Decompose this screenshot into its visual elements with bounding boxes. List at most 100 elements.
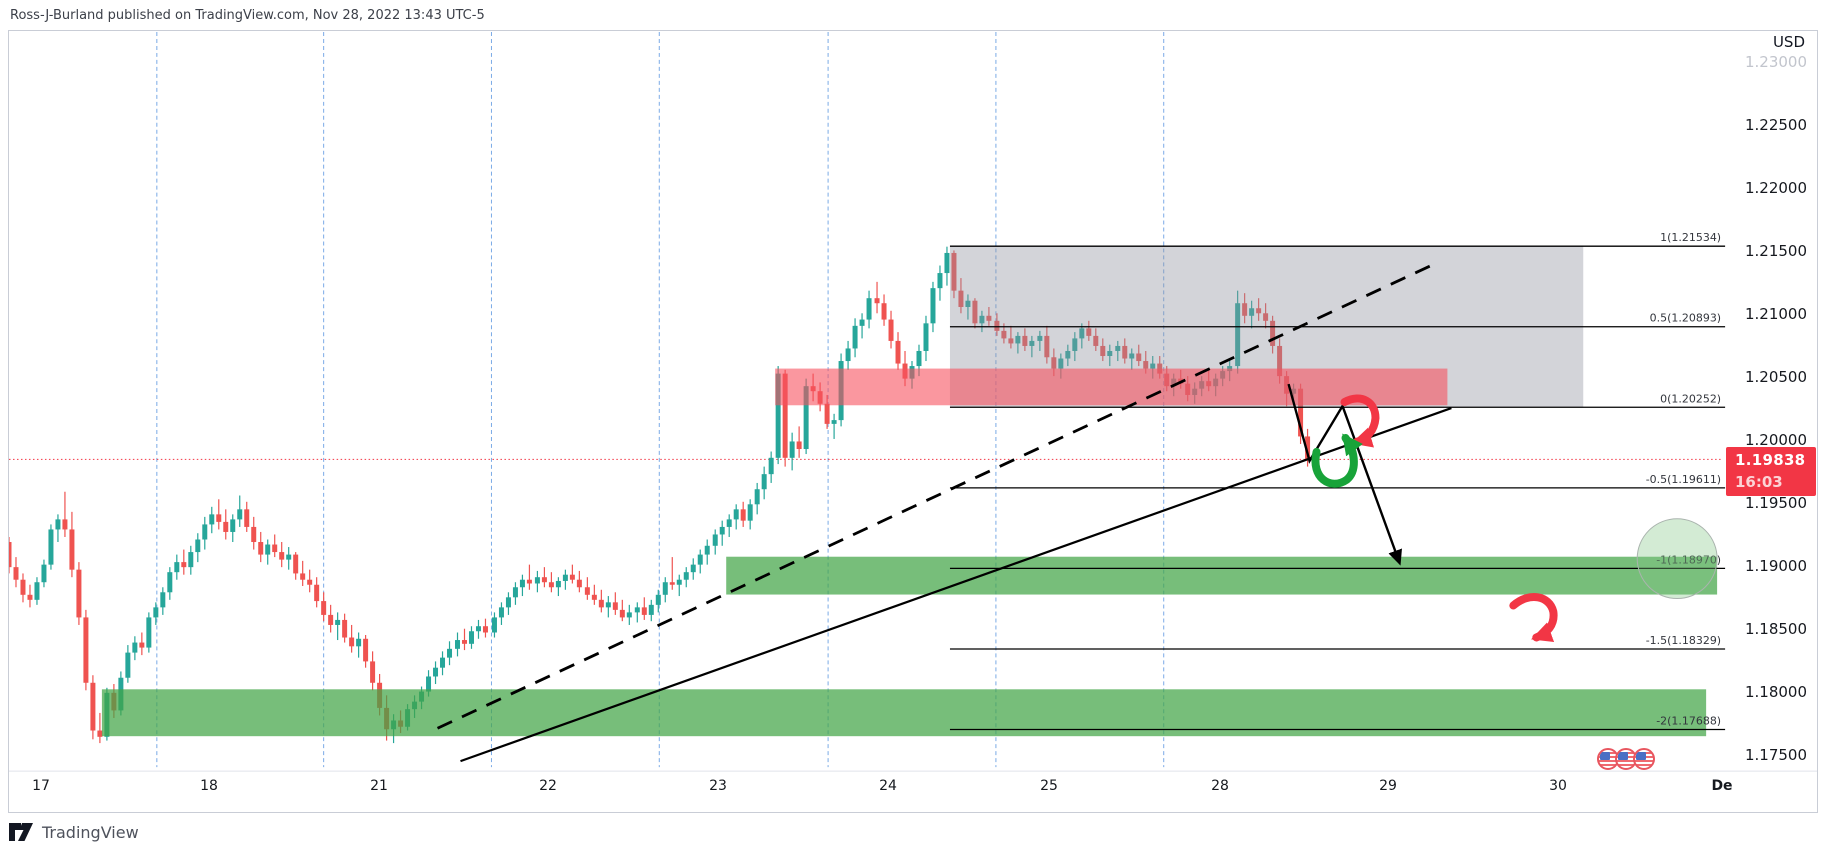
candle-body (1298, 388, 1304, 437)
annotation-arrows[interactable] (1287, 383, 1558, 643)
price-tick-label: 1.21500 (1744, 242, 1807, 260)
candle-body (69, 529, 75, 570)
tradingview-logo-text: TradingView (42, 822, 139, 842)
candle-body (342, 619, 348, 638)
candle-body (160, 592, 166, 608)
candle-body (482, 626, 488, 633)
candle-body (768, 457, 774, 475)
candle-body (363, 638, 369, 662)
candle-body (697, 554, 703, 565)
candle-body (1129, 353, 1135, 359)
candle-body (782, 373, 788, 458)
fib-level-label: 1(1.21534) (1660, 231, 1721, 244)
candle-body (90, 682, 96, 731)
candle-body (888, 319, 894, 341)
candle-body (555, 580, 561, 588)
candle-body (433, 667, 439, 677)
candle-body (965, 300, 971, 307)
fib-extension-levels[interactable]: 1(1.21534) 0.5(1.20893) 0(1.20252) -0.5(1.1… (949, 231, 1726, 731)
candle-body (209, 514, 215, 525)
fib-level-label: 0.5(1.20893) (1650, 312, 1721, 325)
candle-body (591, 594, 597, 600)
candle-body (1143, 361, 1149, 369)
supply-demand-zones[interactable] (101, 246, 1718, 737)
time-tick-label: 22 (539, 778, 557, 794)
candle-body (634, 607, 640, 613)
candle-body (1256, 308, 1262, 314)
candle-body (27, 594, 33, 600)
candle-body (475, 626, 481, 632)
candle-body (1093, 335, 1099, 346)
candle-body (719, 526, 725, 535)
price-axis-currency-label: USD (1772, 33, 1805, 51)
rejection-arrow-red (1340, 394, 1380, 448)
candle-body (1305, 436, 1311, 460)
highlight-circle (1636, 518, 1718, 600)
price-tick-label: 1.19000 (1744, 557, 1807, 575)
demand-zone-2-1180 (101, 689, 1707, 737)
candle-body (986, 315, 992, 321)
candle-body (541, 577, 547, 583)
candle-body (1051, 357, 1057, 369)
us-flag-event-icon[interactable] (1633, 748, 1655, 770)
candle-body (1065, 350, 1071, 359)
candle-body (181, 562, 187, 568)
candle-body (125, 652, 131, 678)
candle-body (626, 612, 632, 618)
candle-body (321, 601, 327, 615)
last-price-value: 1.19838 (1735, 451, 1806, 469)
price-tick-label: 1.23000 (1744, 53, 1807, 71)
candle-body (576, 579, 582, 588)
candle-body (534, 577, 540, 584)
time-tick-label: 24 (879, 778, 897, 794)
candle-body (1044, 335, 1050, 358)
time-tick-label: 25 (1040, 778, 1058, 794)
candle-body (1157, 363, 1163, 374)
candle-body (733, 509, 739, 520)
candle-body (1270, 320, 1276, 346)
fib-level-label: -2(1.17688) (1656, 715, 1721, 728)
candle-body (512, 587, 518, 598)
rising-trendline-dashed (436, 264, 1433, 730)
candle-body (1072, 338, 1078, 351)
chart-canvas[interactable]: 1(1.21534) 0.5(1.20893) 0(1.20252) -0.5(1.1… (9, 31, 1817, 812)
time-tick-label: 29 (1379, 778, 1397, 794)
candle-body (1029, 340, 1035, 346)
candle-body (244, 509, 250, 527)
candle-body (1122, 345, 1128, 359)
trendlines[interactable] (436, 264, 1452, 763)
flag-canton (1636, 752, 1646, 760)
candle-body (1277, 345, 1283, 377)
candle-body (598, 599, 604, 608)
candle-body (930, 288, 936, 324)
price-tick-label: 1.19500 (1744, 494, 1807, 512)
candle-body (1015, 335, 1021, 344)
candle-body (548, 582, 554, 588)
candle-body (994, 320, 1000, 331)
candle-body (188, 552, 194, 568)
fib-level-label: 0(1.20252) (1660, 392, 1721, 405)
candle-body (979, 315, 985, 324)
price-tick-label: 1.18500 (1744, 620, 1807, 638)
candle-body (9, 542, 12, 568)
price-tick-label: 1.17500 (1744, 746, 1807, 764)
candle-body (852, 325, 858, 349)
candle-body (426, 676, 432, 692)
candle-body (468, 631, 474, 644)
candle-body (440, 657, 446, 668)
candle-body (335, 619, 341, 625)
candle-body (740, 509, 746, 521)
candle-body (20, 579, 26, 595)
candle-body (655, 594, 661, 605)
tradingview-branding[interactable]: TradingView (8, 820, 139, 844)
candle-body (447, 648, 453, 658)
candle-body (796, 441, 802, 450)
candle-body (1263, 313, 1269, 321)
candle-body (13, 567, 19, 580)
candle-body (1037, 335, 1043, 341)
candle-body (1079, 328, 1085, 339)
candle-body (349, 637, 355, 647)
tradingview-logo-icon (9, 823, 33, 841)
candle-body (690, 564, 696, 573)
candle-body (62, 519, 68, 530)
